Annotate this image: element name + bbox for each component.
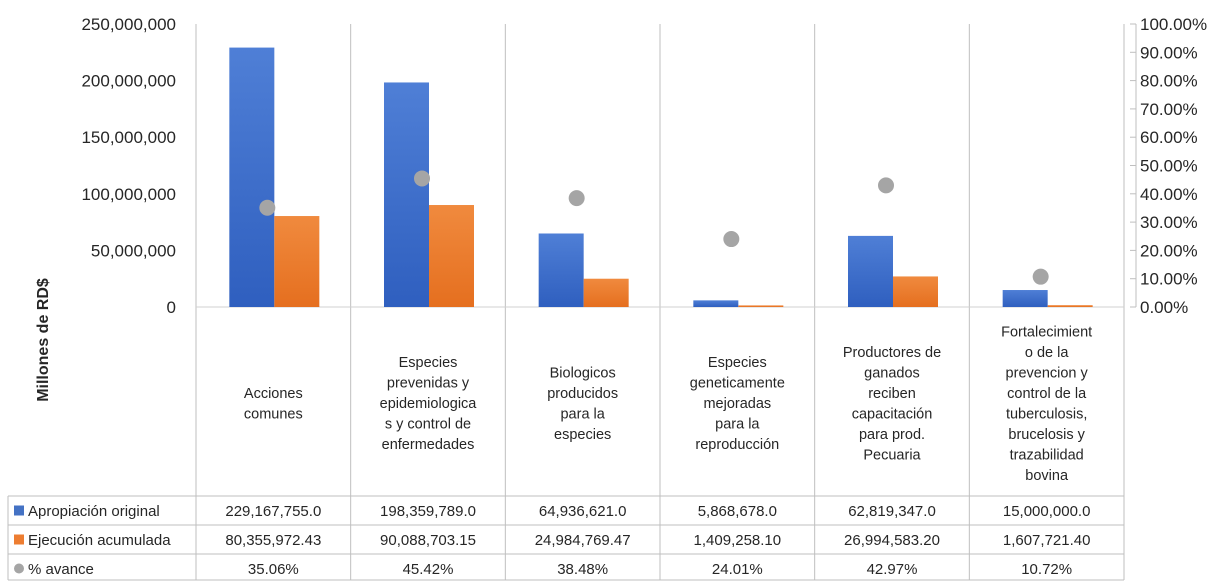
data-table-cell: 229,167,755.0	[225, 503, 321, 520]
bar-apropiacion	[538, 233, 584, 307]
category-label: Especies	[708, 355, 767, 371]
category-label: especies	[554, 427, 611, 443]
category-label: para prod.	[859, 427, 925, 443]
legend-swatch-avance	[14, 563, 24, 574]
category-label: Fortalecimient	[1001, 324, 1092, 340]
y-tick-label: 100,000,000	[81, 185, 176, 204]
category-label: o de la	[1025, 345, 1069, 361]
data-table-cell: 5,868,678.0	[698, 503, 777, 520]
avance-marker	[414, 170, 430, 187]
y-axis-title: Millones de RD$	[35, 278, 52, 402]
bar-ejecucion	[274, 216, 320, 307]
legend-swatch-ejecucion	[14, 534, 24, 545]
category-label: trazabilidad	[1010, 447, 1084, 463]
data-table-cell: 15,000,000.0	[1003, 503, 1091, 520]
category-label: Pecuaria	[863, 447, 921, 463]
y2-tick-label: 0.00%	[1140, 298, 1188, 317]
bar-ejecucion	[1047, 305, 1093, 307]
data-table-cell: 64,936,621.0	[539, 503, 627, 520]
y2-tick-label: 10.00%	[1140, 270, 1198, 289]
category-label: prevenidas y	[387, 376, 470, 392]
data-table-cell: 1,607,721.40	[1003, 532, 1091, 549]
category-label: ganados	[864, 365, 920, 381]
y2-tick-label: 100.00%	[1140, 15, 1207, 34]
data-table-cell: 24.01%	[712, 561, 763, 578]
y2-tick-label: 30.00%	[1140, 213, 1198, 232]
avance-marker	[878, 177, 894, 194]
y-tick-label: 250,000,000	[81, 15, 176, 34]
legend-swatch-apropiacion	[14, 505, 24, 516]
y-tick-label: 0	[167, 298, 176, 317]
data-table-cell: 10.72%	[1021, 561, 1072, 578]
data-table-cell: 42.97%	[867, 561, 918, 578]
data-table-cell: 198,359,789.0	[380, 503, 476, 520]
category-label: Acciones	[244, 386, 303, 402]
avance-marker	[723, 231, 740, 248]
y-tick-label: 200,000,000	[81, 72, 176, 91]
bar-apropiacion	[1002, 290, 1048, 307]
bar-ejecucion	[583, 278, 629, 307]
y2-tick-label: 70.00%	[1140, 100, 1198, 119]
category-label: producidos	[547, 386, 618, 402]
category-label: para la	[560, 406, 605, 422]
category-label: reproducción	[695, 437, 779, 453]
avance-marker	[568, 190, 585, 207]
category-label: prevencion y	[1006, 365, 1089, 381]
legend-label: % avance	[28, 561, 94, 578]
avance-marker	[1032, 268, 1049, 285]
bar-apropiacion	[384, 82, 429, 307]
category-label: geneticamente	[690, 376, 785, 392]
y2-tick-label: 50.00%	[1140, 157, 1198, 176]
category-label: epidemiologica	[380, 396, 478, 412]
category-label: Biologicos	[550, 365, 616, 381]
y2-tick-label: 40.00%	[1140, 185, 1198, 204]
data-table-cell: 26,994,583.20	[844, 532, 940, 549]
y2-tick-label: 90.00%	[1140, 43, 1198, 62]
bar-ejecucion	[738, 305, 784, 307]
category-label: capacitación	[852, 406, 933, 422]
bar-apropiacion	[229, 47, 275, 308]
data-table-cell: 35.06%	[248, 561, 299, 578]
legend-label: Apropiación original	[28, 503, 160, 520]
y2-tick-label: 20.00%	[1140, 241, 1198, 260]
category-label: s y control de	[385, 417, 471, 433]
category-label: mejoradas	[703, 396, 771, 412]
category-label: para la	[715, 417, 760, 433]
data-table-cell: 38.48%	[557, 561, 608, 578]
category-label: Especies	[399, 355, 458, 371]
bar-apropiacion	[848, 235, 893, 307]
category-label: tuberculosis,	[1006, 406, 1087, 422]
category-label: brucelosis y	[1008, 427, 1085, 443]
bar-apropiacion	[693, 300, 739, 307]
bar-ejecucion	[893, 276, 938, 307]
y-tick-label: 50,000,000	[91, 241, 176, 260]
y-tick-label: 150,000,000	[81, 128, 176, 147]
category-label: reciben	[868, 386, 916, 402]
data-table-cell: 80,355,972.43	[225, 532, 321, 549]
category-label: bovina	[1025, 468, 1069, 484]
data-table-cell: 24,984,769.47	[535, 532, 631, 549]
category-label: comunes	[244, 406, 303, 422]
category-label: Productores de	[843, 345, 941, 361]
y2-tick-label: 80.00%	[1140, 72, 1198, 91]
y2-tick-label: 60.00%	[1140, 128, 1198, 147]
category-label: enfermedades	[382, 437, 475, 453]
category-label: control de la	[1007, 386, 1087, 402]
legend-label: Ejecución acumulada	[28, 532, 171, 549]
data-table-cell: 45.42%	[403, 561, 454, 578]
data-table-cell: 90,088,703.15	[380, 532, 476, 549]
data-table-cell: 62,819,347.0	[848, 503, 936, 520]
bar-ejecucion	[429, 205, 474, 307]
data-table-cell: 1,409,258.10	[694, 532, 782, 549]
avance-marker	[259, 199, 276, 216]
